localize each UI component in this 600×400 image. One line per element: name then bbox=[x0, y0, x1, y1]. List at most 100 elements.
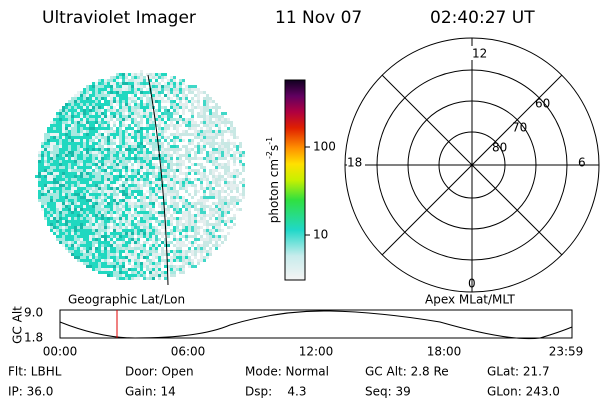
pixel bbox=[80, 214, 83, 217]
pixel bbox=[107, 205, 110, 208]
pixel bbox=[44, 205, 47, 208]
pixel bbox=[62, 112, 65, 115]
pixel bbox=[113, 166, 116, 169]
pixel bbox=[149, 115, 152, 118]
pixel bbox=[131, 229, 134, 232]
pixel bbox=[116, 244, 119, 247]
pixel bbox=[74, 190, 77, 193]
pixel bbox=[212, 151, 215, 154]
pixel bbox=[212, 121, 215, 124]
pixel bbox=[95, 232, 98, 235]
pixel bbox=[119, 160, 122, 163]
pixel bbox=[122, 196, 125, 199]
pixel bbox=[182, 199, 185, 202]
pixel bbox=[116, 223, 119, 226]
pixel bbox=[173, 202, 176, 205]
pixel bbox=[116, 79, 119, 82]
pixel bbox=[152, 130, 155, 133]
pixel bbox=[65, 172, 68, 175]
pixel bbox=[56, 133, 59, 136]
pixel bbox=[98, 235, 101, 238]
pixel bbox=[65, 181, 68, 184]
pixel bbox=[158, 211, 161, 214]
pixel bbox=[170, 229, 173, 232]
pixel bbox=[86, 148, 89, 151]
pixel bbox=[122, 202, 125, 205]
pixel bbox=[134, 190, 137, 193]
pixel bbox=[176, 223, 179, 226]
pixel bbox=[47, 133, 50, 136]
pixel bbox=[83, 112, 86, 115]
pixel bbox=[167, 79, 170, 82]
pixel bbox=[209, 190, 212, 193]
pixel bbox=[206, 196, 209, 199]
pixel bbox=[110, 109, 113, 112]
pixel bbox=[158, 133, 161, 136]
pixel bbox=[122, 181, 125, 184]
pixel bbox=[59, 124, 62, 127]
pixel bbox=[62, 184, 65, 187]
pixel bbox=[137, 91, 140, 94]
pixel bbox=[104, 166, 107, 169]
pixel bbox=[95, 250, 98, 253]
pixel bbox=[203, 223, 206, 226]
pixel bbox=[191, 205, 194, 208]
pixel bbox=[74, 196, 77, 199]
pixel bbox=[65, 199, 68, 202]
pixel bbox=[212, 178, 215, 181]
pixel bbox=[86, 250, 89, 253]
pixel bbox=[140, 169, 143, 172]
pixel bbox=[125, 85, 128, 88]
pixel bbox=[155, 232, 158, 235]
pixel bbox=[209, 145, 212, 148]
pixel bbox=[140, 142, 143, 145]
pixel bbox=[86, 217, 89, 220]
pixel bbox=[176, 226, 179, 229]
pixel bbox=[119, 265, 122, 268]
pixel bbox=[146, 217, 149, 220]
pixel bbox=[47, 175, 50, 178]
pixel bbox=[161, 205, 164, 208]
pixel bbox=[161, 76, 164, 79]
pixel bbox=[233, 160, 236, 163]
pixel bbox=[167, 115, 170, 118]
pixel bbox=[137, 268, 140, 271]
pixel bbox=[89, 178, 92, 181]
pixel bbox=[50, 190, 53, 193]
pixel bbox=[146, 241, 149, 244]
pixel bbox=[104, 259, 107, 262]
pixel bbox=[131, 241, 134, 244]
pixel bbox=[149, 142, 152, 145]
pixel bbox=[113, 115, 116, 118]
pixel bbox=[179, 247, 182, 250]
pixel bbox=[77, 145, 80, 148]
pixel bbox=[68, 157, 71, 160]
pixel bbox=[215, 148, 218, 151]
pixel bbox=[125, 271, 128, 274]
pixel bbox=[107, 136, 110, 139]
pixel bbox=[68, 232, 71, 235]
pixel bbox=[59, 112, 62, 115]
pixel bbox=[104, 88, 107, 91]
pixel bbox=[185, 130, 188, 133]
pixel bbox=[188, 265, 191, 268]
pixel bbox=[176, 82, 179, 85]
pixel bbox=[137, 103, 140, 106]
pixel bbox=[137, 187, 140, 190]
pixel bbox=[116, 241, 119, 244]
pixel bbox=[89, 259, 92, 262]
pixel bbox=[155, 241, 158, 244]
pixel bbox=[86, 121, 89, 124]
pixel bbox=[143, 106, 146, 109]
pixel bbox=[161, 253, 164, 256]
pixel bbox=[83, 130, 86, 133]
pixel bbox=[104, 229, 107, 232]
pixel bbox=[188, 121, 191, 124]
pixel bbox=[95, 217, 98, 220]
pixel bbox=[236, 169, 239, 172]
pixel bbox=[134, 214, 137, 217]
pixel bbox=[221, 163, 224, 166]
pixel bbox=[107, 265, 110, 268]
pixel bbox=[80, 211, 83, 214]
pixel bbox=[209, 241, 212, 244]
